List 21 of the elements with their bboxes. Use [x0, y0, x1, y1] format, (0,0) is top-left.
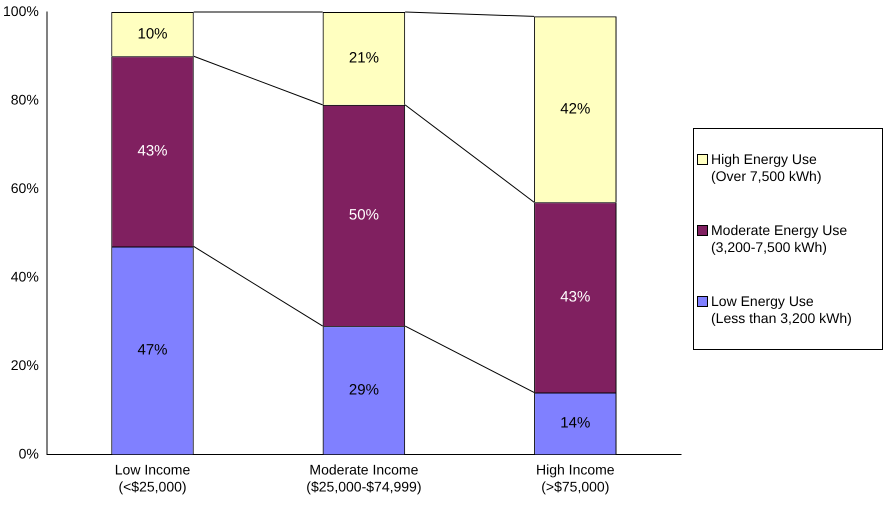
text: 42%: [560, 100, 590, 118]
text: 47%: [137, 342, 168, 359]
text: 10%: [137, 25, 168, 42]
legend-label: High Energy Use (Over 7,500 kWh): [711, 151, 822, 186]
y-tick-label: 40%: [10, 268, 39, 284]
text: 29%: [348, 381, 379, 398]
y-tick-label: 80%: [10, 91, 39, 108]
text: 43%: [137, 142, 168, 160]
text: 43%: [560, 288, 590, 306]
legend-label: Moderate Energy Use (3,200-7,500 kWh): [711, 222, 848, 256]
x-tick-label: High Income (>$75,000): [536, 462, 615, 494]
x-tick-label: Moderate Income ($25,000-$74,999): [306, 462, 422, 494]
y-tick-label: 0%: [18, 445, 39, 462]
text: 14%: [560, 414, 590, 432]
y-tick-label: 20%: [10, 356, 39, 373]
y-tick-label: 60%: [10, 180, 39, 196]
text: 21%: [348, 50, 379, 67]
text: 50%: [348, 206, 379, 224]
x-tick-label: Low Income (<$25,000): [114, 462, 190, 494]
y-tick-label: 100%: [2, 2, 39, 19]
legend-label: Low Energy Use (Less than 3,200 kWh): [711, 292, 852, 327]
